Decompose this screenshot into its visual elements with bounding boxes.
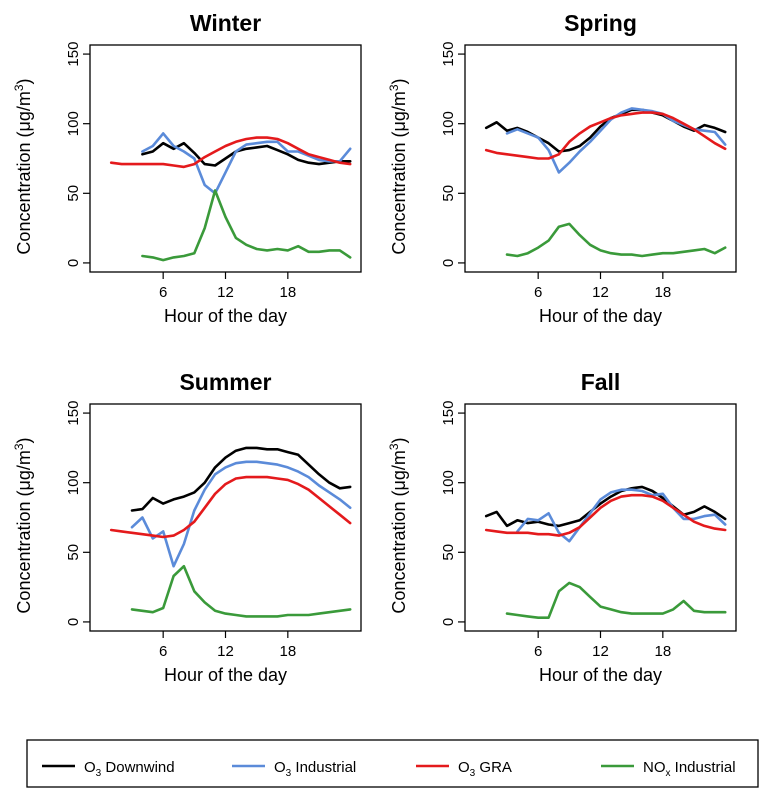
series-line-o3-gra xyxy=(484,111,727,160)
legend-label-o3-downwind: O3 Downwind xyxy=(84,759,175,779)
x-tick-label: 18 xyxy=(279,284,296,301)
x-axis-label: Hour of the day xyxy=(164,306,287,326)
x-tick-label: 12 xyxy=(217,284,234,301)
y-axis-label: Concentration (μg/m3) xyxy=(387,437,409,613)
panel-winter: Winter 0 50 100 150 6 12 18 Hour of the day Conce… xyxy=(12,10,362,326)
y-axis-label: Concentration (μg/m3) xyxy=(387,78,409,254)
x-tick-label: 6 xyxy=(159,643,167,660)
panel-title: Summer xyxy=(179,369,271,395)
y-tick-label: 150 xyxy=(440,42,457,67)
x-tick-label: 18 xyxy=(654,284,671,301)
x-tick-label: 6 xyxy=(159,284,167,301)
panel-fall: Fall 0 50 100 150 6 12 18 Hour of the day Concent… xyxy=(387,369,737,685)
y-tick-label: 100 xyxy=(440,111,457,136)
x-tick-label: 6 xyxy=(534,284,542,301)
series-line-nox-industrial xyxy=(505,222,727,258)
y-tick-label: 0 xyxy=(440,618,457,626)
x-tick-label: 18 xyxy=(279,643,296,660)
x-axis-label: Hour of the day xyxy=(539,306,662,326)
x-tick-label: 12 xyxy=(217,643,234,660)
legend: O3 Downwind O3 Industrial O3 GRA NOx Ind… xyxy=(26,739,759,788)
series-line-o3-industrial xyxy=(141,132,352,195)
y-axis-label: Concentration (μg/m3) xyxy=(12,437,34,613)
y-tick-label: 0 xyxy=(65,618,82,626)
legend-box xyxy=(26,739,759,788)
legend-label-nox-industrial: NOx Industrial xyxy=(643,759,736,779)
panel-summer: Summer 0 50 100 150 6 12 18 Hour of the day Conce… xyxy=(12,369,362,685)
y-tick-label: 100 xyxy=(65,111,82,136)
y-tick-label: 150 xyxy=(65,42,82,67)
plot-frame xyxy=(464,44,737,273)
y-tick-label: 100 xyxy=(65,470,82,495)
chart-panels: Winter 0 50 100 150 6 12 18 Hour of the day Conce… xyxy=(12,10,737,685)
series-line-o3-gra xyxy=(109,136,352,169)
y-tick-label: 50 xyxy=(440,544,457,561)
legend-label-o3-gra: O3 GRA xyxy=(458,759,512,779)
series-line-nox-industrial xyxy=(130,564,352,618)
panel-title: Winter xyxy=(190,10,261,36)
series-line-nox-industrial xyxy=(505,581,727,620)
y-tick-label: 150 xyxy=(65,401,82,426)
panel-spring: Spring 0 50 100 150 6 12 18 Hour of the day Conce… xyxy=(387,10,737,326)
x-axis-label: Hour of the day xyxy=(164,665,287,685)
x-axis-label: Hour of the day xyxy=(539,665,662,685)
y-tick-label: 0 xyxy=(65,259,82,267)
y-tick-label: 100 xyxy=(440,470,457,495)
y-tick-label: 50 xyxy=(440,185,457,202)
y-tick-label: 0 xyxy=(440,259,457,267)
series-line-o3-industrial xyxy=(130,460,352,568)
y-tick-label: 50 xyxy=(65,544,82,561)
legend-label-o3-industrial: O3 Industrial xyxy=(274,759,356,779)
x-tick-label: 6 xyxy=(534,643,542,660)
y-tick-label: 50 xyxy=(65,185,82,202)
panel-title: Fall xyxy=(581,369,621,395)
series-line-o3-gra xyxy=(484,493,727,537)
series-line-nox-industrial xyxy=(141,189,352,262)
panel-title: Spring xyxy=(564,10,637,36)
y-axis-label: Concentration (μg/m3) xyxy=(12,78,34,254)
plot-frame xyxy=(89,403,362,632)
series-line-o3-gra xyxy=(109,475,352,539)
y-tick-label: 150 xyxy=(440,401,457,426)
series-line-o3-downwind xyxy=(130,446,352,512)
x-tick-label: 12 xyxy=(592,643,609,660)
x-tick-label: 12 xyxy=(592,284,609,301)
x-tick-label: 18 xyxy=(654,643,671,660)
